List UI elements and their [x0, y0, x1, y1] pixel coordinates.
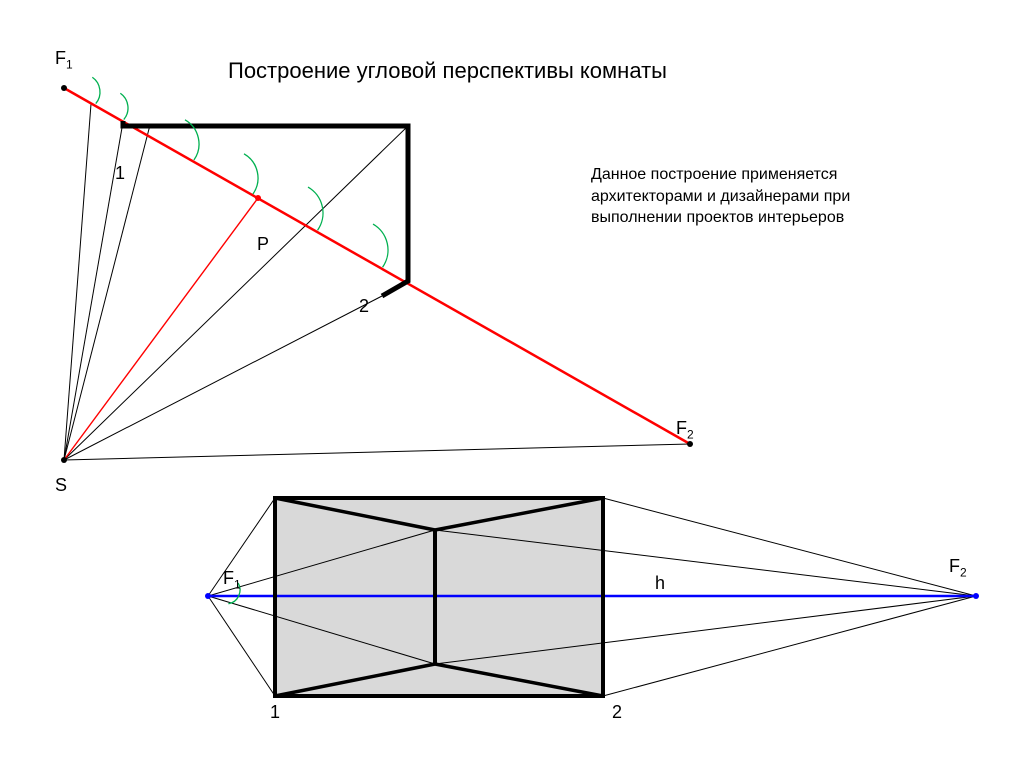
label-1-top: 1 [115, 163, 125, 184]
label-1-bot: 1 [270, 702, 280, 723]
description-text: Данное построение применяется архитектор… [591, 164, 861, 229]
label-p: P [257, 234, 269, 255]
label-f2-top: F2 [676, 418, 694, 442]
label-s: S [55, 475, 67, 496]
label-h: h [655, 573, 665, 594]
page-title: Построение угловой перспективы комнаты [228, 58, 667, 84]
label-f2-bot: F2 [949, 556, 967, 580]
label-2-bot: 2 [612, 702, 622, 723]
label-f1-top: F1 [55, 48, 73, 72]
label-2-top: 2 [359, 296, 369, 317]
label-f1-bot: F1 [223, 568, 241, 592]
diagram-svg [0, 0, 1024, 768]
